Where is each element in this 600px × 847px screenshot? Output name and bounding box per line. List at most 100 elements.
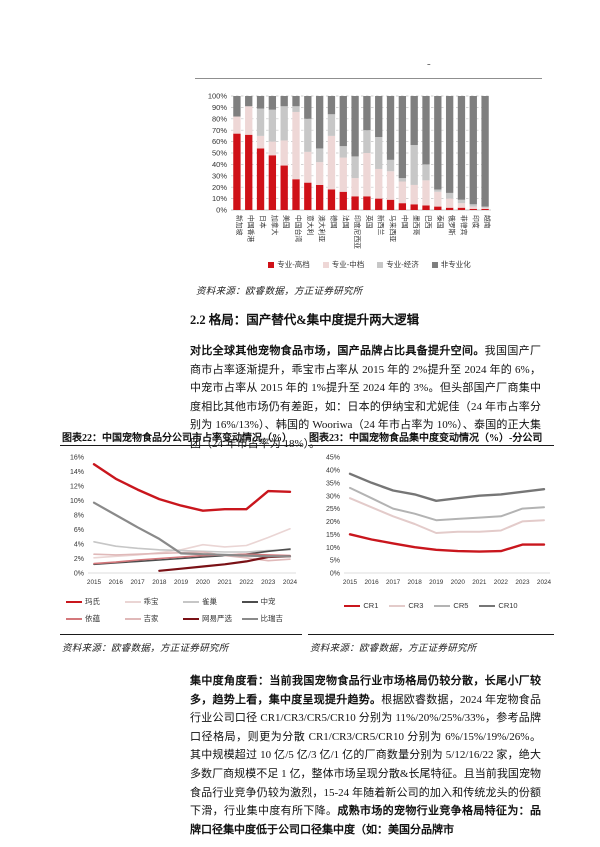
legend-label: 比瑞吉 xyxy=(260,614,284,623)
legend-label: 非专业化 xyxy=(440,260,471,269)
bar-segment xyxy=(481,207,489,209)
bar-segment xyxy=(434,189,442,192)
x-tick-label: 法国 xyxy=(341,215,350,229)
x-tick-label: 2022 xyxy=(494,579,509,586)
paragraph-2-lead: 集中度角度看：当前我国宠物食品行业市场格局仍较分散，长尾小厂较多，趋势上看，集中… xyxy=(190,675,541,706)
legend-swatch-icon xyxy=(66,617,82,620)
x-tick-label: 2019 xyxy=(429,579,444,586)
x-tick-label: 意大利 xyxy=(306,215,315,236)
bar-segment xyxy=(410,145,418,185)
bar-segment xyxy=(457,199,466,204)
x-tick-label: 马来西亚 xyxy=(389,215,397,242)
x-tick-label: 印度 xyxy=(471,215,480,229)
legend-item: CR5 xyxy=(434,601,468,610)
y-tick-label: 25% xyxy=(326,506,340,513)
x-tick-label: 加拿大 xyxy=(270,215,279,236)
legend-item: CR10 xyxy=(479,601,518,610)
bar-segment xyxy=(315,184,324,210)
bar-segment xyxy=(245,96,253,107)
figure-22-title: 图表22：中国宠物食品分公司市占率变动情况（%） xyxy=(62,433,292,444)
x-tick-label: 2023 xyxy=(515,579,530,586)
bar-segment xyxy=(375,168,383,199)
bar-segment xyxy=(292,106,300,112)
y-tick-label: 10% xyxy=(212,194,227,203)
legend-label: CR1 xyxy=(363,601,379,610)
bar-segment xyxy=(434,206,442,210)
bar-segment xyxy=(445,192,454,199)
bar-segment xyxy=(434,96,442,190)
legend-swatch-icon xyxy=(66,600,82,603)
paragraph-2-tail: 成熟市场的宠物行业竞争格局特征为：品牌口径集中度低于公司口径集中度（如：美国分品… xyxy=(190,805,542,836)
bar-segment xyxy=(434,191,442,207)
figure-22-source: 资料来源：欧睿数据，方正证券研究所 xyxy=(62,644,229,654)
legend-item: CR3 xyxy=(389,601,423,610)
bar-segment xyxy=(457,207,466,210)
figure-23-title: 图表23：中国宠物食品集中度变动情况（%）-分公司 xyxy=(309,433,543,444)
y-tick-label: 10% xyxy=(326,545,340,552)
bar-segment xyxy=(245,134,253,210)
legend-swatch-icon xyxy=(183,617,199,620)
y-tick-label: 8% xyxy=(74,513,84,520)
legend-swatch-icon xyxy=(268,261,275,268)
legend-label: CR5 xyxy=(453,601,469,610)
bar-segment xyxy=(268,109,277,142)
bar-segment xyxy=(445,207,454,210)
x-tick-label: 2024 xyxy=(537,579,552,586)
bar-segment xyxy=(304,96,312,119)
bar-segment xyxy=(327,114,336,136)
line-series xyxy=(348,472,546,502)
bar-segment xyxy=(268,96,277,110)
bar-segment xyxy=(457,96,466,200)
page-header-dash: - xyxy=(427,58,431,70)
y-tick-label: 6% xyxy=(74,527,84,534)
x-tick-label: 英国 xyxy=(365,215,374,229)
bar-segment xyxy=(469,208,477,210)
company-share-line-chart: 0% 2% 4% 6% 8% 10% 12% 14% 16% 2015 2016 2017 2018 20… xyxy=(70,455,298,586)
y-tick-label: 45% xyxy=(326,455,340,462)
bar-segment xyxy=(410,204,418,210)
bar-segment xyxy=(256,148,265,210)
x-tick-label: 2022 xyxy=(239,579,254,586)
y-tick-label: 2% xyxy=(74,556,84,563)
legend-swatch-icon xyxy=(124,617,141,620)
y-tick-label: 0% xyxy=(216,206,227,215)
bar-segment xyxy=(351,196,359,210)
bar-segment xyxy=(481,206,489,208)
x-tick-label: 中国香港 xyxy=(247,215,256,242)
line-series xyxy=(349,486,545,522)
stacked-bar-chart: 0% 10% 20% 30% 40% 50% 60% 70% 80% 90% 100% 新加坡 中国香港… xyxy=(208,92,492,250)
legend-item: CR1 xyxy=(344,601,378,610)
bar-segment xyxy=(256,96,265,109)
x-tick-label: 中国 xyxy=(400,215,409,229)
x-tick-label: 2020 xyxy=(196,579,211,586)
bar-segment xyxy=(422,164,430,181)
legend-label: 吉家 xyxy=(143,614,159,623)
figure-23-top-rule xyxy=(308,445,554,446)
legend-swatch-icon xyxy=(434,604,451,607)
bar-segment xyxy=(315,96,324,149)
bar-segment xyxy=(375,198,383,210)
bar-segment xyxy=(386,159,395,172)
line-series xyxy=(348,533,546,553)
x-tick-label: 2019 xyxy=(174,579,189,586)
y-tick-label: 16% xyxy=(70,455,84,462)
legend-item: 专业-高档 xyxy=(268,259,310,270)
x-tick-label: 印度尼西亚 xyxy=(353,215,362,249)
bar-segment xyxy=(327,135,336,190)
legend-label: 专业-高档 xyxy=(277,260,310,269)
y-tick-label: 20% xyxy=(212,183,227,192)
bar-segment xyxy=(375,96,383,138)
bar-segment xyxy=(422,96,430,165)
y-tick-label: 60% xyxy=(212,137,227,146)
y-tick-label: 40% xyxy=(212,160,227,169)
x-tick-label: 2016 xyxy=(364,579,379,586)
x-tick-label: 德国 xyxy=(329,215,338,229)
paragraph-1: 对比全球其他宠物食品市场，国产品牌占比具备提升空间。我国国产厂商市占率逐渐提升，… xyxy=(190,342,541,454)
bar-segment xyxy=(245,106,253,135)
x-tick-label: 俄罗斯 xyxy=(448,215,457,236)
bar-segment xyxy=(469,206,477,209)
x-tick-label: 2021 xyxy=(218,579,233,586)
x-tick-label: 2018 xyxy=(152,579,167,586)
x-tick-label: 2015 xyxy=(343,579,358,586)
